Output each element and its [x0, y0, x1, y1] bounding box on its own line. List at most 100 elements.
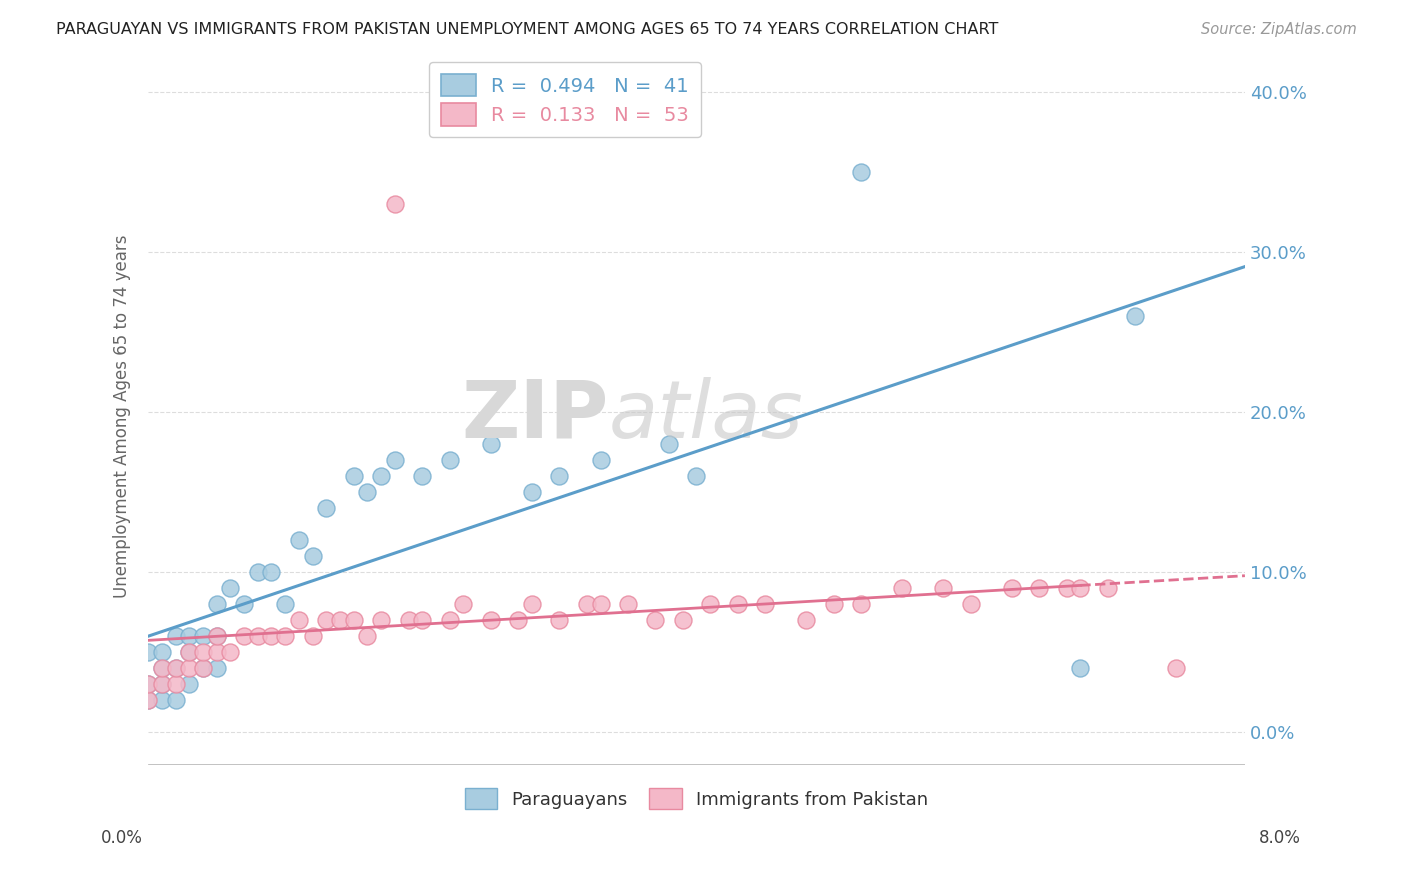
Point	[398, 613, 420, 627]
Point	[315, 613, 337, 627]
Point	[150, 661, 173, 675]
Point	[1097, 581, 1119, 595]
Point	[617, 597, 640, 611]
Point	[959, 597, 981, 611]
Point	[219, 645, 242, 659]
Point	[754, 597, 776, 611]
Text: atlas: atlas	[609, 376, 803, 455]
Point	[301, 629, 323, 643]
Text: 8.0%: 8.0%	[1258, 829, 1301, 847]
Point	[520, 597, 543, 611]
Point	[1069, 581, 1091, 595]
Point	[274, 629, 297, 643]
Point	[849, 597, 872, 611]
Point	[439, 613, 461, 627]
Point	[672, 613, 695, 627]
Point	[589, 453, 612, 467]
Point	[150, 661, 173, 675]
Point	[246, 629, 269, 643]
Point	[508, 613, 530, 627]
Point	[301, 549, 323, 563]
Point	[384, 196, 406, 211]
Point	[644, 613, 666, 627]
Point	[589, 597, 612, 611]
Point	[136, 677, 159, 691]
Point	[685, 468, 707, 483]
Point	[150, 677, 173, 691]
Point	[370, 468, 392, 483]
Point	[699, 597, 721, 611]
Point	[727, 597, 749, 611]
Point	[384, 453, 406, 467]
Point	[479, 437, 502, 451]
Point	[411, 613, 433, 627]
Point	[219, 581, 242, 595]
Point	[165, 693, 187, 707]
Point	[136, 645, 159, 659]
Point	[1001, 581, 1024, 595]
Point	[575, 597, 598, 611]
Point	[150, 645, 173, 659]
Point	[165, 677, 187, 691]
Point	[548, 468, 571, 483]
Point	[411, 468, 433, 483]
Point	[356, 484, 378, 499]
Point	[932, 581, 955, 595]
Point	[274, 597, 297, 611]
Point	[479, 613, 502, 627]
Point	[205, 645, 228, 659]
Point	[150, 677, 173, 691]
Point	[439, 453, 461, 467]
Point	[191, 661, 214, 675]
Point	[1056, 581, 1078, 595]
Point	[136, 677, 159, 691]
Text: ZIP: ZIP	[461, 376, 609, 455]
Point	[191, 661, 214, 675]
Point	[343, 468, 366, 483]
Point	[191, 629, 214, 643]
Point	[246, 565, 269, 579]
Text: PARAGUAYAN VS IMMIGRANTS FROM PAKISTAN UNEMPLOYMENT AMONG AGES 65 TO 74 YEARS CO: PARAGUAYAN VS IMMIGRANTS FROM PAKISTAN U…	[56, 22, 998, 37]
Point	[165, 629, 187, 643]
Point	[520, 484, 543, 499]
Point	[205, 629, 228, 643]
Point	[658, 437, 681, 451]
Point	[794, 613, 817, 627]
Point	[179, 645, 201, 659]
Point	[1166, 661, 1188, 675]
Point	[1069, 661, 1091, 675]
Point	[136, 693, 159, 707]
Point	[823, 597, 845, 611]
Point	[191, 645, 214, 659]
Point	[205, 661, 228, 675]
Legend: Paraguayans, Immigrants from Pakistan: Paraguayans, Immigrants from Pakistan	[457, 781, 935, 816]
Point	[165, 661, 187, 675]
Text: 0.0%: 0.0%	[101, 829, 143, 847]
Point	[150, 693, 173, 707]
Point	[548, 613, 571, 627]
Point	[205, 629, 228, 643]
Point	[329, 613, 352, 627]
Point	[849, 164, 872, 178]
Point	[233, 597, 256, 611]
Point	[136, 693, 159, 707]
Point	[179, 661, 201, 675]
Point	[453, 597, 475, 611]
Point	[260, 565, 283, 579]
Point	[370, 613, 392, 627]
Y-axis label: Unemployment Among Ages 65 to 74 years: Unemployment Among Ages 65 to 74 years	[114, 234, 131, 598]
Point	[165, 661, 187, 675]
Point	[179, 645, 201, 659]
Text: Source: ZipAtlas.com: Source: ZipAtlas.com	[1201, 22, 1357, 37]
Point	[288, 613, 311, 627]
Point	[1028, 581, 1050, 595]
Point	[343, 613, 366, 627]
Point	[233, 629, 256, 643]
Point	[288, 533, 311, 547]
Point	[1123, 309, 1146, 323]
Point	[179, 629, 201, 643]
Point	[356, 629, 378, 643]
Point	[891, 581, 914, 595]
Point	[179, 677, 201, 691]
Point	[315, 500, 337, 515]
